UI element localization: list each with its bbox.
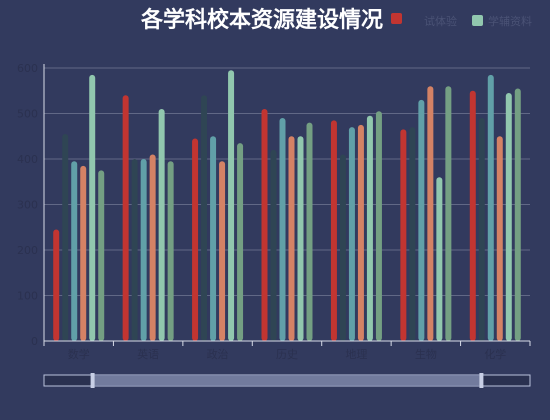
bar[interactable]	[366, 115, 373, 342]
x-tick-label: 生物	[415, 347, 437, 361]
x-tick-label: 化学	[484, 347, 506, 361]
bar[interactable]	[400, 129, 407, 341]
bar[interactable]	[149, 154, 156, 341]
grid-lines	[44, 67, 530, 296]
bar[interactable]	[167, 161, 174, 341]
data-zoom-slider[interactable]	[43, 373, 531, 388]
y-tick-label: 500	[17, 108, 38, 121]
bar[interactable]	[219, 161, 226, 341]
y-tick-label: 300	[17, 199, 38, 212]
bar[interactable]	[131, 159, 138, 341]
x-tick-labels: 数学 英语 政治 历史 地理 生物 化学	[43, 341, 531, 361]
zoom-window[interactable]	[92, 375, 482, 386]
bar[interactable]	[339, 154, 346, 341]
bar[interactable]	[357, 124, 364, 341]
chart-title: 各学科校本资源建设情况	[140, 7, 383, 33]
bar[interactable]	[469, 90, 476, 341]
bar[interactable]	[445, 86, 452, 341]
legend-label[interactable]: 学辅资料	[488, 14, 532, 28]
bar[interactable]	[53, 229, 60, 341]
bar[interactable]	[288, 136, 295, 341]
bar[interactable]	[89, 74, 96, 341]
axes	[43, 64, 530, 342]
y-tick-label: 200	[17, 244, 38, 257]
x-tick-label: 历史	[276, 348, 298, 361]
bar[interactable]	[140, 159, 147, 341]
bar[interactable]	[62, 133, 69, 341]
bar[interactable]	[122, 95, 129, 341]
x-tick-label: 地理	[345, 348, 367, 361]
bar[interactable]	[436, 177, 443, 341]
y-tick-labels: 0 100 200 300 400 500 600	[17, 62, 38, 348]
legend-swatch[interactable]	[391, 13, 402, 24]
bar[interactable]	[192, 138, 199, 341]
bar[interactable]	[306, 122, 313, 341]
bar[interactable]	[514, 88, 521, 341]
legend-swatch[interactable]	[472, 15, 483, 26]
bar[interactable]	[80, 165, 87, 341]
y-tick-label: 100	[17, 290, 38, 303]
bar[interactable]	[201, 95, 208, 341]
bar[interactable]	[427, 86, 434, 341]
zoom-handle-right[interactable]	[479, 373, 484, 388]
bar[interactable]	[348, 127, 355, 342]
legend-label[interactable]: 试体验	[424, 14, 457, 28]
bar[interactable]	[270, 149, 277, 341]
bar[interactable]	[237, 143, 244, 341]
bar[interactable]	[71, 161, 78, 341]
legend[interactable]: 试体验 学辅资料	[391, 13, 532, 28]
bar[interactable]	[297, 136, 304, 341]
y-tick-label: 400	[17, 153, 38, 166]
bar[interactable]	[210, 136, 217, 341]
bar[interactable]	[478, 118, 485, 341]
bar[interactable]	[375, 111, 382, 341]
bar[interactable]	[98, 170, 105, 341]
bar[interactable]	[505, 93, 512, 342]
bar[interactable]	[487, 74, 494, 341]
bar[interactable]	[261, 108, 268, 341]
zoom-handle-left[interactable]	[90, 373, 95, 388]
y-tick-label: 600	[17, 62, 38, 75]
x-tick-label: 数学	[68, 347, 90, 361]
bar[interactable]	[330, 120, 337, 341]
bar[interactable]	[418, 99, 425, 341]
bar[interactable]	[496, 136, 503, 341]
x-tick-label: 英语	[137, 347, 159, 361]
x-tick-label: 政治	[207, 347, 229, 361]
bar[interactable]	[279, 118, 286, 341]
bar-marks	[53, 70, 521, 342]
bar[interactable]	[409, 127, 416, 342]
bar[interactable]	[228, 70, 235, 342]
y-tick-label: 0	[31, 335, 38, 348]
bar[interactable]	[158, 108, 165, 341]
